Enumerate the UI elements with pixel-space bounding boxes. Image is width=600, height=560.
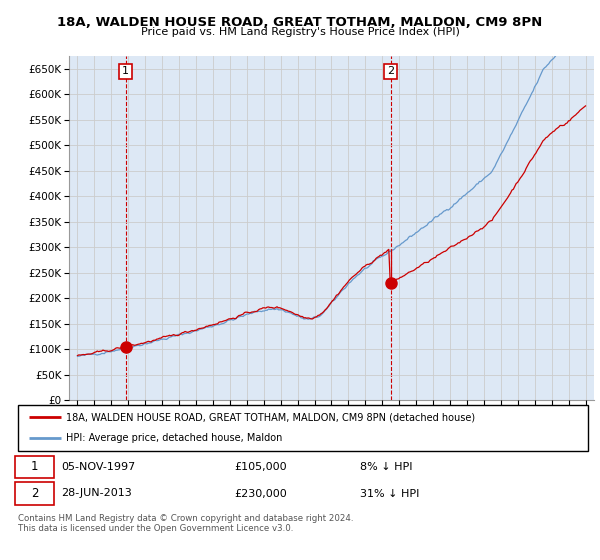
Text: 18A, WALDEN HOUSE ROAD, GREAT TOTHAM, MALDON, CM9 8PN: 18A, WALDEN HOUSE ROAD, GREAT TOTHAM, MA… — [58, 16, 542, 29]
Text: 1: 1 — [122, 67, 129, 77]
Text: 2: 2 — [387, 67, 394, 77]
Text: £230,000: £230,000 — [235, 488, 287, 498]
Text: Contains HM Land Registry data © Crown copyright and database right 2024.
This d: Contains HM Land Registry data © Crown c… — [18, 514, 353, 534]
FancyBboxPatch shape — [15, 456, 54, 478]
Text: 2: 2 — [31, 487, 38, 500]
FancyBboxPatch shape — [15, 482, 54, 505]
Text: 28-JUN-2013: 28-JUN-2013 — [61, 488, 131, 498]
Text: 18A, WALDEN HOUSE ROAD, GREAT TOTHAM, MALDON, CM9 8PN (detached house): 18A, WALDEN HOUSE ROAD, GREAT TOTHAM, MA… — [67, 412, 476, 422]
Text: 31% ↓ HPI: 31% ↓ HPI — [360, 488, 419, 498]
Text: 1: 1 — [31, 460, 38, 473]
Text: 8% ↓ HPI: 8% ↓ HPI — [360, 462, 413, 472]
Text: £105,000: £105,000 — [235, 462, 287, 472]
Text: Price paid vs. HM Land Registry's House Price Index (HPI): Price paid vs. HM Land Registry's House … — [140, 27, 460, 37]
Text: HPI: Average price, detached house, Maldon: HPI: Average price, detached house, Mald… — [67, 433, 283, 444]
Text: 05-NOV-1997: 05-NOV-1997 — [61, 462, 135, 472]
